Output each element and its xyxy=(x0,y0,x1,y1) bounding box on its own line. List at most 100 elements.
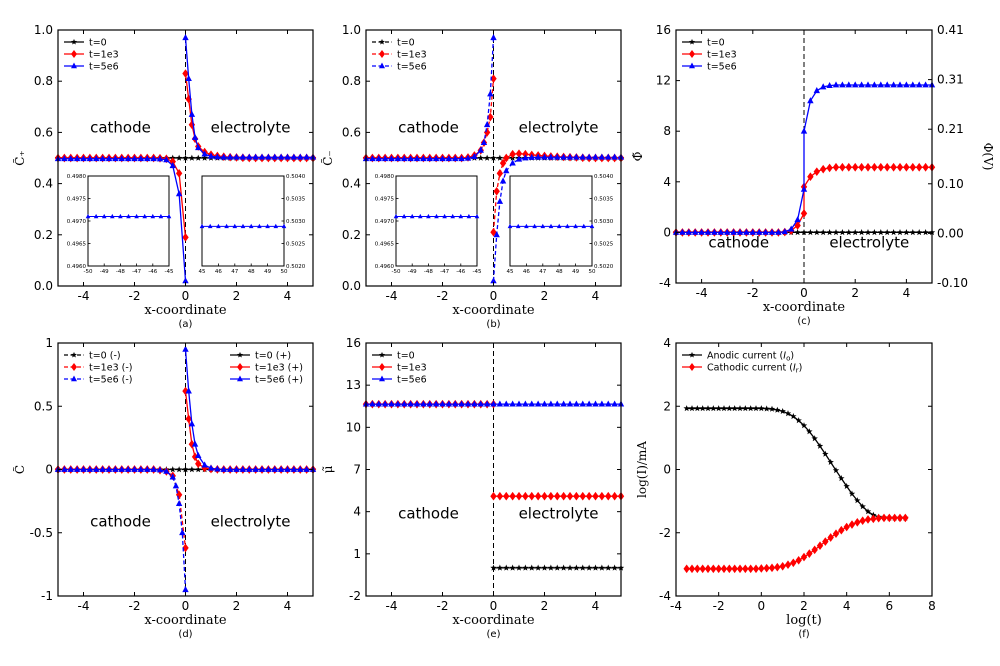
data-point xyxy=(903,81,910,88)
legend-entry: t=0 (-) xyxy=(89,351,121,362)
data-point xyxy=(605,564,612,571)
inset-x-tick-label: -49 xyxy=(100,269,109,275)
data-point xyxy=(201,461,208,468)
data-point xyxy=(394,155,402,162)
y-tick-label: 16 xyxy=(656,23,671,37)
data-point xyxy=(710,564,717,574)
data-point xyxy=(182,386,189,396)
data-point xyxy=(464,400,472,407)
data-point xyxy=(832,162,840,172)
data-point xyxy=(175,499,183,507)
legend-marker xyxy=(379,38,385,45)
data-point xyxy=(188,466,196,473)
legend-entry-label: t=1e3 xyxy=(707,50,737,61)
inset-y-tick-label: 0.4975 xyxy=(67,197,87,203)
x-tick-label: -4 xyxy=(670,599,682,613)
data-point xyxy=(483,154,491,161)
data-point xyxy=(124,155,132,162)
inset-x-tick-label: -46 xyxy=(148,269,157,275)
data-point xyxy=(573,400,580,407)
data-point xyxy=(871,162,878,172)
data-point xyxy=(832,529,840,539)
inset-y-tick-label: 0.4975 xyxy=(375,197,395,203)
data-point xyxy=(794,229,801,236)
data-point xyxy=(99,155,106,162)
inset-x-tick-label: 48 xyxy=(248,269,255,275)
data-point xyxy=(515,149,523,158)
inset-y-tick-label: 0.4980 xyxy=(67,174,87,180)
data-point xyxy=(290,153,298,160)
legend-marker xyxy=(71,375,77,382)
data-point xyxy=(185,414,192,424)
inset-x-tick-label: -46 xyxy=(456,269,465,275)
data-point xyxy=(252,465,259,472)
data-point xyxy=(736,564,744,574)
data-point xyxy=(169,162,176,169)
data-point xyxy=(891,513,898,523)
data-point xyxy=(493,186,500,196)
x-tick-label: -2 xyxy=(129,289,141,303)
data-point xyxy=(439,400,446,407)
data-point xyxy=(169,157,176,166)
data-point xyxy=(445,400,453,407)
data-point xyxy=(807,172,814,182)
data-point xyxy=(758,405,765,412)
data-point xyxy=(188,120,196,130)
inset-x-tick-label: 46 xyxy=(215,269,222,275)
inset-data-point xyxy=(85,213,91,219)
data-point xyxy=(541,153,548,160)
data-point xyxy=(688,564,696,574)
data-point xyxy=(496,491,504,501)
data-point xyxy=(499,158,507,168)
data-point xyxy=(195,466,202,473)
data-point xyxy=(813,167,820,176)
data-point xyxy=(496,169,504,178)
inset-y-tick-label: 0.5025 xyxy=(286,242,306,248)
legend-entry-label: Anodic current ( xyxy=(707,351,783,362)
series-line xyxy=(58,468,187,549)
data-point xyxy=(163,467,170,474)
inset-plot: 45 46 47 48 49 500.5020 0.5025 0.5030 0.5035 0.50… xyxy=(199,174,306,275)
data-point xyxy=(515,400,523,407)
data-point xyxy=(547,491,555,501)
data-point xyxy=(381,400,389,407)
y-tick-label: 0.4 xyxy=(342,177,361,191)
legend-entry: t=1e3 xyxy=(397,50,427,61)
data-point xyxy=(720,564,728,574)
x-tick-label: 6 xyxy=(886,599,894,613)
data-point xyxy=(188,420,196,427)
data-point xyxy=(137,155,145,162)
chart-panel-c: -4 -2 0 2 4 -4 0 4 8 12 16 -0.10 0.00 0.10 0.21 0.31 0.4… xyxy=(631,23,995,327)
data-point xyxy=(858,229,865,236)
legend-entry-label: t=1e3 (+) xyxy=(255,363,303,374)
legend-marker xyxy=(379,351,385,358)
y-tick-label: 0 xyxy=(663,463,671,477)
data-point xyxy=(182,466,189,473)
legend-entry: t=5e6 xyxy=(397,62,427,73)
data-point xyxy=(534,153,542,160)
data-point xyxy=(246,465,253,472)
inset-y-tick-label: 0.4970 xyxy=(67,219,87,225)
inset-x-tick-label: 48 xyxy=(556,269,563,275)
data-point xyxy=(598,153,606,160)
data-point xyxy=(93,155,100,162)
data-point xyxy=(277,153,285,160)
inset-data-point xyxy=(118,213,123,219)
region-label-electrolyte: electrolyte xyxy=(519,118,599,136)
y-tick-label: 1 xyxy=(45,336,53,350)
data-point xyxy=(896,81,904,88)
data-point xyxy=(496,564,504,571)
y-tick-label: -4 xyxy=(659,276,671,290)
data-point xyxy=(182,277,189,284)
x-tick-label: 0 xyxy=(182,289,190,303)
data-point xyxy=(163,156,170,163)
data-point xyxy=(870,514,877,524)
data-point xyxy=(747,405,754,412)
inset-plot: -50 -49 -48 -47 -46 -45 0.4960 0.4965 0.4970 0.49… xyxy=(67,174,174,275)
data-point xyxy=(388,400,395,407)
data-point xyxy=(144,465,151,472)
data-point xyxy=(768,563,776,573)
legend-marker xyxy=(71,362,77,372)
data-point xyxy=(560,491,567,501)
